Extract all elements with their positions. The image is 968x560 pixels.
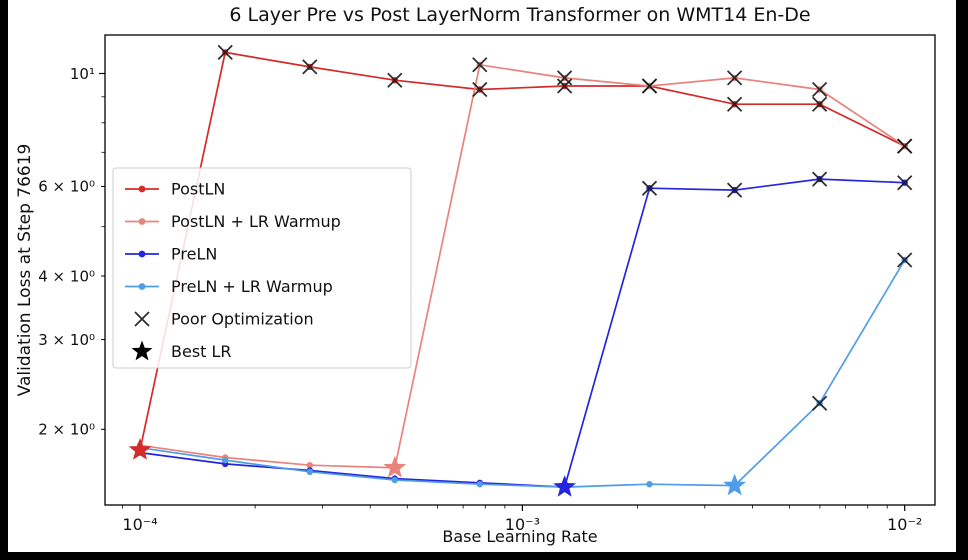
poor-optimization-x-icon: [726, 70, 743, 86]
legend-item-preln: PreLN: [125, 245, 217, 264]
axes: 10⁻⁴ 10⁻³ 10⁻² 10¹ 6 × 10⁰ 4 × 10⁰ 3 × 10⁰ 2 × …: [38, 34, 936, 534]
poor-optimization-x-icon: [726, 96, 743, 112]
poor-optimization-x-icon: [302, 59, 318, 75]
legend-item-preln-lr-warmup: PreLN + LR Warmup: [125, 277, 333, 296]
best-lr-star-icon: [128, 438, 152, 460]
legend: PostLN PostLN + LR Warmup PreLN PreLN + LR …: [112, 167, 412, 369]
x-tick-label: 10⁻³: [505, 515, 540, 534]
legend-label: PostLN + LR Warmup: [171, 212, 341, 231]
poor-optimization-x-icon: [811, 81, 828, 98]
poor-optimization-x-icon: [811, 171, 828, 187]
legend-label: PreLN + LR Warmup: [171, 277, 333, 296]
x-tick-label: 10⁻⁴: [122, 515, 157, 534]
legend-label: Poor Optimization: [171, 310, 314, 329]
best-lr-star-icon: [553, 475, 577, 497]
poor-optimization-x-icon: [472, 81, 488, 98]
poor-optimization-x-icon: [811, 96, 828, 112]
best-lr-star-icon: [383, 455, 407, 478]
legend-label: Best LR: [171, 342, 232, 361]
poor-optimization-x-icon: [472, 57, 488, 73]
y-tick-label: 2 × 10⁰: [38, 421, 95, 439]
legend-dot-sample: [138, 218, 146, 225]
poor-optimization-x-icon: [897, 175, 913, 191]
series-line: [139, 63, 906, 469]
legend-dot-sample: [138, 283, 146, 290]
legend-item-postln-lr-warmup: PostLN + LR Warmup: [125, 212, 341, 231]
legend-box: [112, 167, 412, 369]
figure: 6 Layer Pre vs Post LayerNorm Transforme…: [8, 0, 956, 552]
data-point-dot: [646, 481, 653, 488]
poor-optimization-x-icon: [641, 78, 658, 94]
best-lr-star-icon: [723, 473, 746, 496]
data-point-dot: [391, 476, 398, 484]
chart-title: 6 Layer Pre vs Post LayerNorm Transforme…: [229, 4, 811, 26]
poor-optimization-x-icon: [897, 252, 913, 268]
poor-optimization-x-icon: [217, 44, 233, 61]
legend-item-best-lr: Best LR: [131, 340, 232, 361]
poor-optimization-x-icon: [556, 70, 573, 86]
data-point-dot: [306, 468, 313, 475]
legend-label: PreLN: [171, 245, 217, 264]
plot-border: [104, 34, 936, 506]
y-tick-label: 10¹: [70, 65, 95, 83]
poor-optimization-x-icon: [641, 180, 658, 196]
best-lr-markers: [128, 438, 746, 497]
series-line: [139, 51, 906, 451]
poor-optimization-markers: [217, 44, 913, 411]
data-point-dot: [306, 462, 313, 469]
tick-labels: 10⁻⁴ 10⁻³ 10⁻² 10¹ 6 × 10⁰ 4 × 10⁰ 3 × 10⁰ 2 × …: [38, 65, 922, 534]
poor-optimization-x-icon: [387, 72, 403, 88]
legend-item-postln: PostLN: [125, 180, 225, 199]
poor-optimization-x-icon: [811, 395, 828, 411]
legend-item-poor-optimization: Poor Optimization: [134, 310, 314, 329]
poor-optimization-x-icon: [897, 138, 913, 154]
y-tick-label: 3 × 10⁰: [38, 331, 95, 349]
series-line: [139, 259, 906, 488]
x-axis-label: Base Learning Rate: [442, 527, 598, 546]
data-point-dot: [222, 456, 229, 464]
loss-vs-learning-rate-plot: 10⁻⁴ 10⁻³ 10⁻² 10¹ 6 × 10⁰ 4 × 10⁰ 3 × 10⁰ 2 × …: [38, 34, 936, 534]
data-point-dot: [476, 481, 483, 488]
legend-dot-sample: [138, 250, 146, 258]
legend-label: PostLN: [171, 180, 225, 199]
poor-optimization-x-icon: [726, 182, 743, 198]
y-tick-label: 4 × 10⁰: [38, 267, 95, 285]
y-tick-label: 6 × 10⁰: [38, 178, 95, 196]
poor-optimization-x-icon: [134, 311, 150, 327]
tick-marks: [99, 72, 906, 511]
best-lr-star-icon: [131, 340, 153, 361]
x-tick-label: 10⁻²: [887, 515, 922, 534]
legend-dot-sample: [138, 185, 146, 193]
